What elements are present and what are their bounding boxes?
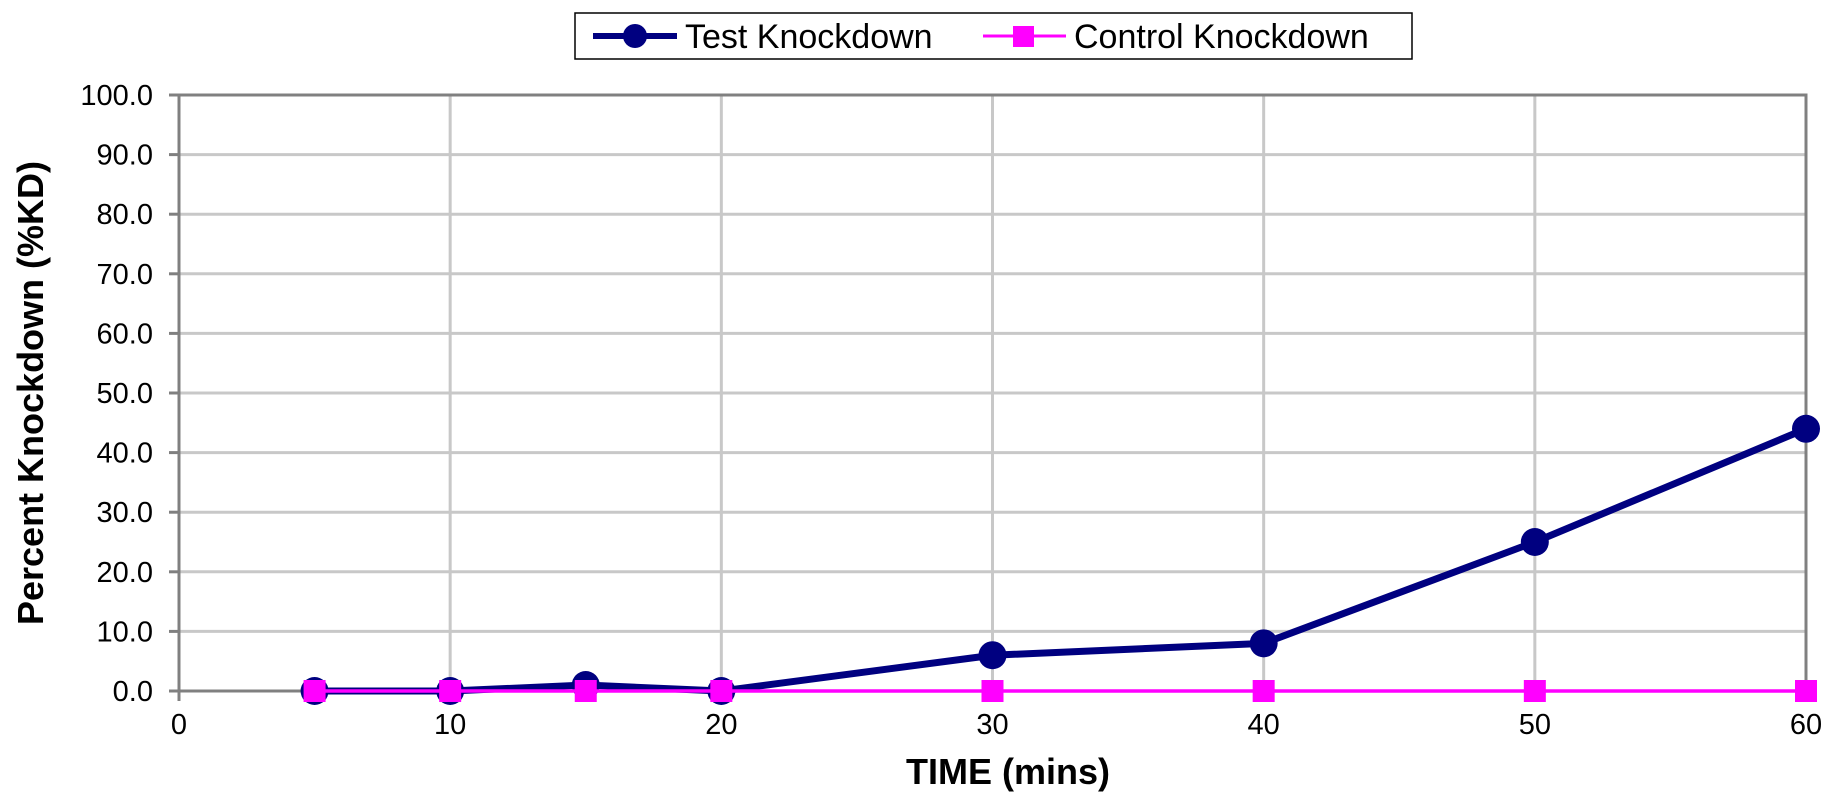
data-point-control-knockdown (303, 680, 326, 702)
legend-label-control: Control Knockdown (1074, 18, 1369, 56)
y-tick-label: 40.0 (97, 438, 153, 470)
legend-swatch-control-marker (1013, 26, 1034, 47)
x-tick-label: 10 (434, 709, 466, 741)
x-tick-label: 30 (976, 709, 1008, 741)
y-tick-label: 10.0 (97, 616, 153, 648)
x-axis-title: TIME (mins) (906, 751, 1110, 792)
y-tick-label: 70.0 (97, 259, 153, 291)
data-point-control-knockdown (1252, 680, 1275, 702)
y-tick-label: 30.0 (97, 497, 153, 529)
data-point-control-knockdown (574, 680, 597, 702)
y-tick-label: 90.0 (97, 140, 153, 172)
x-tick-label: 0 (171, 709, 187, 741)
legend: Test Knockdown Control Knockdown (574, 12, 1413, 60)
y-tick-label: 100.0 (80, 80, 153, 112)
series-line-test-knockdown (314, 425, 1808, 695)
y-tick-label: 20.0 (97, 557, 153, 589)
y-tick-label: 80.0 (97, 199, 153, 231)
y-tick-label: 0.0 (113, 676, 153, 708)
series-layer (300, 414, 1820, 705)
y-tick-label: 50.0 (97, 378, 153, 410)
data-point-test-knockdown (1792, 414, 1820, 443)
x-tick-label: 20 (705, 709, 737, 741)
data-point-control-knockdown (710, 680, 733, 702)
legend-label-test: Test Knockdown (685, 18, 933, 56)
data-point-test-knockdown (1520, 528, 1549, 556)
y-tick-label: 60.0 (97, 318, 153, 350)
legend-item-control: Control Knockdown (983, 18, 1369, 56)
data-point-control-knockdown (439, 680, 462, 702)
legend-box (574, 12, 1413, 60)
data-point-test-knockdown (1249, 629, 1278, 658)
data-point-control-knockdown (1523, 680, 1546, 702)
legend-item-test: Test Knockdown (593, 18, 933, 56)
data-point-control-knockdown (1795, 680, 1817, 702)
gridlines (179, 95, 1806, 691)
axes: 0.0 10.0 20.0 30.0 40.0 50.0 60.0 70.0 80.0 90.0 1… (80, 80, 1822, 741)
x-tick-label: 60 (1790, 709, 1822, 741)
x-tick-label: 50 (1519, 709, 1551, 741)
x-tick-label: 40 (1248, 709, 1280, 741)
data-point-test-knockdown (978, 641, 1007, 670)
legend-swatch-test-marker (623, 24, 647, 48)
data-point-control-knockdown (981, 680, 1004, 702)
y-axis-title: Percent Knockdown (%KD) (10, 161, 51, 625)
